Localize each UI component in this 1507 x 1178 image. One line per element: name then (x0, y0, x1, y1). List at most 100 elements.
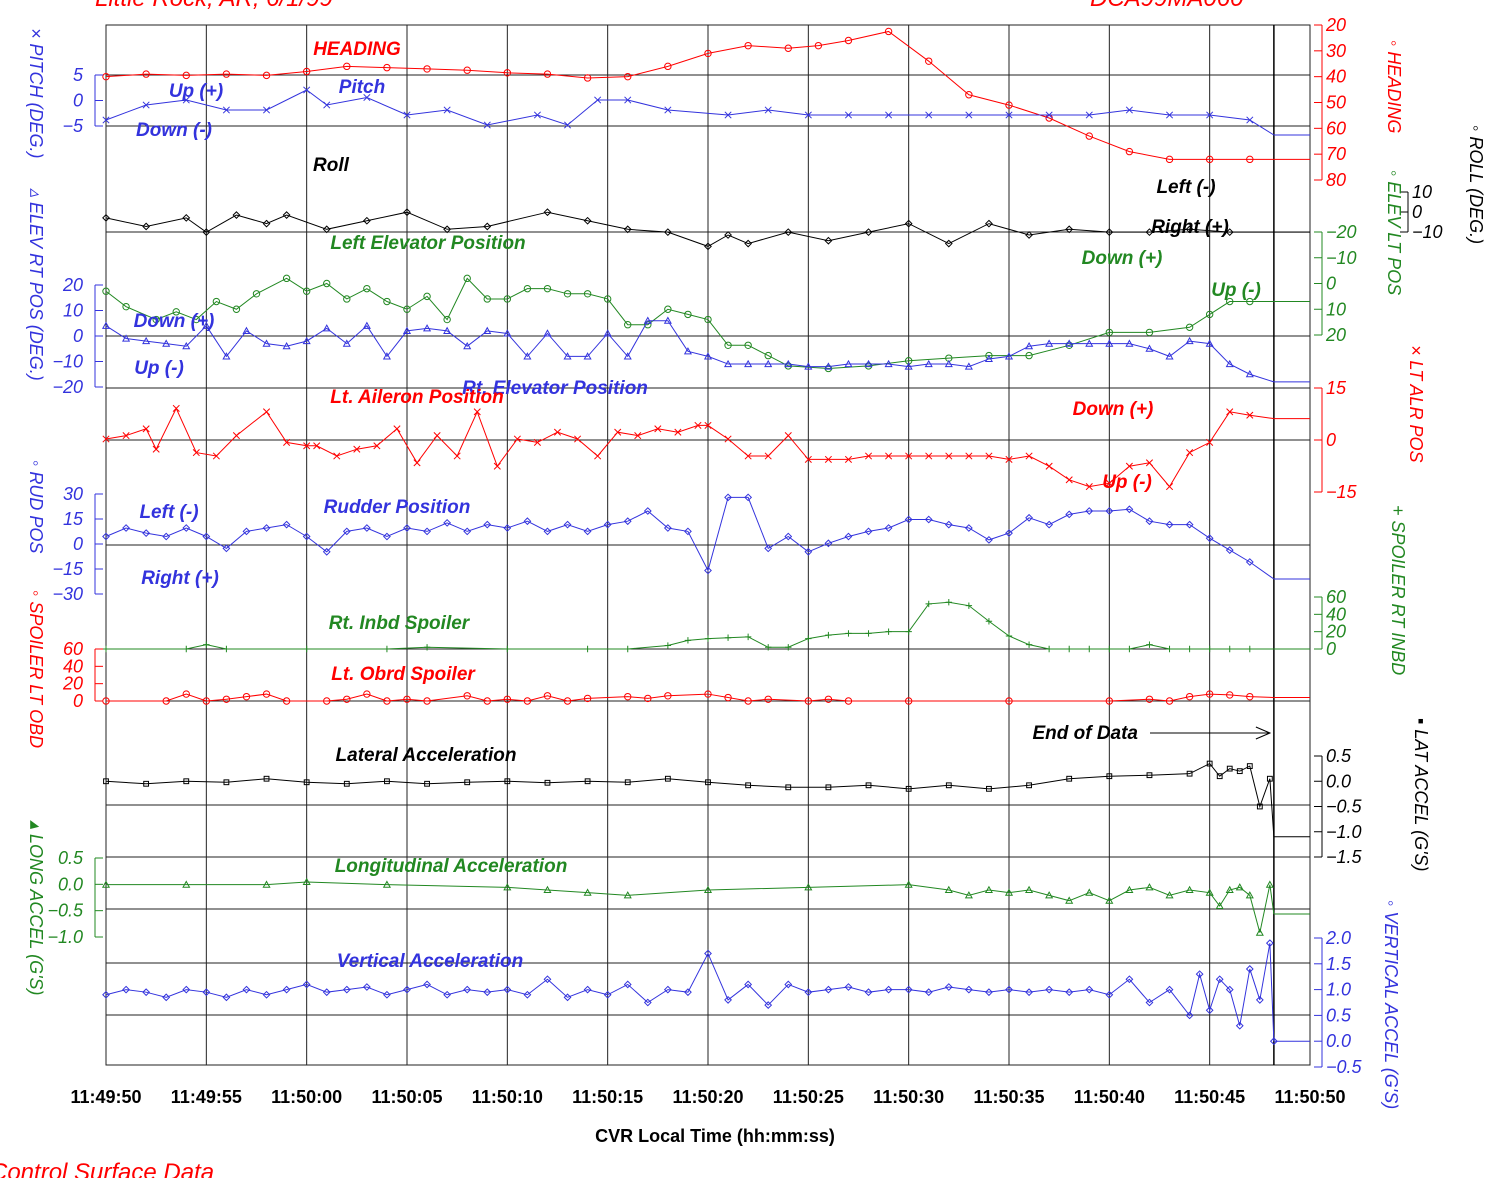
data-point (784, 532, 793, 541)
data-point (1255, 996, 1264, 1004)
data-point (864, 228, 873, 237)
data-point (925, 57, 933, 65)
data-point (1205, 339, 1214, 347)
data-point (402, 326, 412, 334)
data-point (664, 642, 672, 649)
data-point (1235, 1021, 1244, 1030)
x-tick-label: 11:50:35 (973, 1087, 1044, 1107)
data-point (513, 435, 521, 443)
series-label: Lt. Aileron Position (330, 387, 503, 408)
data-point (183, 778, 190, 785)
data-point (884, 985, 893, 994)
data-point (905, 628, 912, 635)
series-line (105, 89, 1275, 136)
data-point (674, 428, 682, 436)
data-point (493, 462, 501, 470)
data-point (262, 106, 271, 114)
data-point (282, 341, 291, 350)
data-point (523, 990, 532, 999)
data-point (985, 219, 993, 228)
data-point (232, 432, 240, 440)
axis-tick-label: −15 (52, 559, 84, 579)
data-point (703, 352, 713, 360)
data-point (745, 782, 752, 789)
data-point (203, 641, 210, 648)
data-point (944, 885, 953, 894)
data-point (443, 326, 452, 334)
data-point (984, 354, 993, 363)
data-point (1005, 529, 1013, 538)
data-point (864, 527, 873, 536)
data-point (1145, 328, 1154, 337)
data-point (724, 341, 732, 349)
axis-tick-label: 0.5 (58, 848, 84, 868)
data-point (1185, 323, 1194, 331)
direction-annotation: Up (-) (1211, 280, 1261, 301)
data-point (543, 284, 552, 293)
data-point (1185, 225, 1194, 234)
data-point (964, 985, 973, 994)
data-point (463, 66, 471, 74)
data-point (984, 885, 993, 894)
data-point (1085, 132, 1093, 140)
data-point (142, 222, 151, 231)
data-point (664, 62, 672, 71)
data-point (724, 359, 733, 368)
data-point (704, 49, 712, 58)
data-point (624, 72, 632, 81)
data-point (232, 211, 241, 219)
data-point (1255, 928, 1264, 936)
data-point (944, 359, 953, 368)
data-point (684, 310, 692, 319)
x-tick-label: 11:50:05 (371, 1087, 442, 1107)
axis-title: × LT ALR POS (1406, 345, 1426, 463)
data-point (583, 216, 592, 225)
data-point (533, 111, 541, 119)
axis-tick-label: −20 (52, 377, 83, 397)
data-point (643, 998, 652, 1007)
data-point (473, 408, 481, 416)
data-point (804, 362, 813, 370)
series-label: Rudder Position (324, 497, 471, 518)
data-point (824, 455, 832, 463)
data-point (182, 690, 190, 698)
data-point (323, 279, 331, 288)
data-point (101, 880, 111, 888)
data-point (965, 91, 973, 99)
data-point (523, 284, 532, 293)
data-point (102, 116, 110, 124)
axis-tick-label: 20 (62, 275, 83, 295)
data-point (704, 949, 712, 958)
data-point (824, 539, 833, 548)
data-point (1165, 697, 1174, 705)
data-point (363, 690, 371, 698)
data-point (262, 990, 271, 999)
data-point (423, 527, 431, 536)
data-point (1105, 479, 1113, 487)
data-point (122, 334, 131, 342)
axis-tick-label: 20 (1325, 15, 1346, 35)
data-point (262, 524, 271, 532)
x-tick-label: 11:49:50 (70, 1087, 141, 1107)
data-point (844, 36, 853, 45)
data-point (904, 219, 913, 228)
data-point (965, 602, 973, 609)
data-point (1185, 885, 1194, 894)
data-point (1185, 520, 1194, 529)
data-point (584, 778, 591, 785)
data-point (603, 990, 612, 999)
data-point (543, 208, 552, 217)
data-point (1205, 888, 1214, 896)
data-point (503, 329, 512, 337)
data-point (302, 980, 311, 989)
data-point (925, 111, 933, 119)
data-point (223, 645, 230, 653)
data-point (844, 359, 853, 368)
data-point (563, 290, 572, 298)
data-point (964, 891, 973, 899)
data-point (262, 339, 271, 347)
series-label: Vertical Acceleration (337, 951, 524, 972)
data-point (704, 242, 712, 251)
data-point (623, 352, 632, 360)
data-point (1146, 641, 1153, 648)
